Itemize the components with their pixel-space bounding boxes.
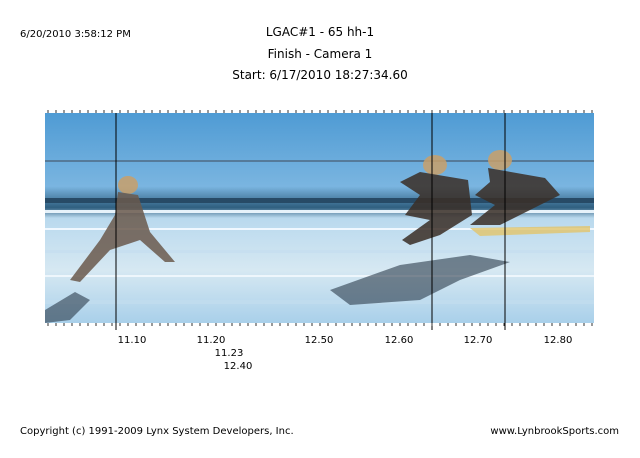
- finish-image: [45, 113, 594, 323]
- time-label: 12.70: [464, 335, 493, 346]
- finish-time: 12.40: [224, 361, 253, 372]
- start-time: Start: 6/17/2010 18:27:34.60: [232, 68, 408, 82]
- subtitle: Finish - Camera 1: [268, 47, 373, 61]
- time-label: 12.60: [385, 335, 414, 346]
- time-label: 11.20: [197, 335, 226, 346]
- time-label: 12.50: [305, 335, 334, 346]
- timestamp: 6/20/2010 3:58:12 PM: [20, 29, 131, 40]
- title: LGAC#1 - 65 hh-1: [266, 25, 374, 39]
- time-label: 11.10: [118, 335, 147, 346]
- website: www.LynbrookSports.com: [490, 426, 619, 437]
- copyright: Copyright (c) 1991-2009 Lynx System Deve…: [20, 426, 294, 437]
- finish-time: 11.23: [215, 348, 244, 359]
- time-label: 12.80: [544, 335, 573, 346]
